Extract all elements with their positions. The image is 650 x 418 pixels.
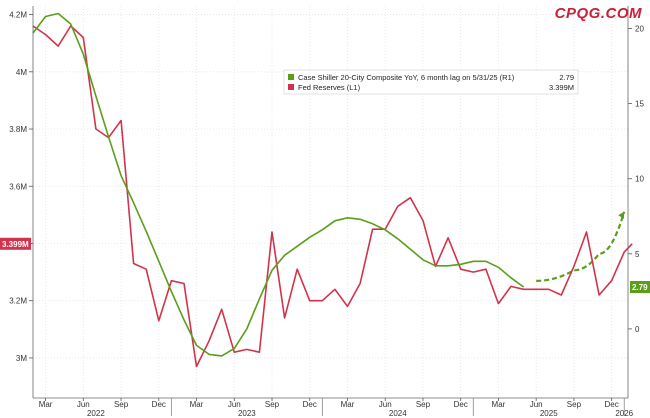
- legend-value: 2.79: [559, 73, 574, 82]
- legend-value: 3.399M: [549, 83, 574, 92]
- right-tick-label: 5: [635, 250, 640, 259]
- legend-label: Case Shiller 20-City Composite YoY, 6 mo…: [298, 73, 515, 82]
- projection-layer: [536, 211, 626, 282]
- left-tick-label: 3.8M: [9, 125, 27, 134]
- left-tick-label: 4.2M: [9, 11, 27, 20]
- x-tick-label: Sep: [114, 400, 129, 409]
- axes: 4.2M4M3.8M3.6M3.4M3.2M3M20151050MarJunSe…: [9, 6, 644, 418]
- legend-box: [283, 69, 579, 95]
- x-tick-label: Mar: [190, 400, 204, 409]
- projection-arrowhead: [618, 211, 625, 219]
- right-value-tag-text: 2.79: [632, 283, 648, 292]
- right-tick-label: 20: [635, 25, 644, 34]
- x-tick-label: Jun: [228, 400, 241, 409]
- x-tick-label: Dec: [454, 400, 468, 409]
- right-tick-label: 0: [635, 325, 640, 334]
- year-label: 2026: [615, 409, 633, 418]
- x-tick-label: Sep: [265, 400, 280, 409]
- left-tick-label: 3.6M: [9, 182, 27, 191]
- left-tick-label: 3.2M: [9, 297, 27, 306]
- legend-swatch: [288, 74, 294, 80]
- x-tick-label: Sep: [567, 400, 582, 409]
- x-tick-label: Dec: [303, 400, 317, 409]
- gridlines: [33, 6, 628, 398]
- series-line-fed-reserves: [32, 25, 633, 368]
- year-label: 2022: [87, 409, 105, 418]
- x-tick-label: Mar: [492, 400, 506, 409]
- x-tick-label: Mar: [341, 400, 355, 409]
- right-tick-label: 15: [635, 100, 644, 109]
- x-tick-label: Jun: [77, 400, 90, 409]
- right-tick-label: 10: [635, 175, 644, 184]
- projection-line: [536, 211, 626, 282]
- x-tick-label: Jun: [379, 400, 392, 409]
- legend-swatch: [288, 84, 294, 90]
- year-label: 2025: [540, 409, 558, 418]
- series-line-case-shiller: [32, 12, 525, 357]
- year-label: 2023: [238, 409, 256, 418]
- x-tick-label: Dec: [152, 400, 166, 409]
- left-tick-label: 3M: [16, 354, 27, 363]
- x-tick-label: Dec: [605, 400, 619, 409]
- last-value-tags: 3.399M 2.79: [0, 237, 650, 294]
- left-value-tag-text: 3.399M: [2, 240, 29, 249]
- series-layer: [32, 12, 633, 368]
- year-label: 2024: [389, 409, 407, 418]
- left-value-tag: [0, 237, 31, 250]
- left-tick-label: 4M: [16, 68, 27, 77]
- brand-watermark: CPQG.COM: [555, 5, 642, 22]
- x-tick-label: Sep: [416, 400, 431, 409]
- legend-label: Fed Reserves (L1): [298, 83, 361, 92]
- x-tick-label: Jun: [530, 400, 543, 409]
- right-value-tag: [630, 281, 650, 294]
- x-tick-label: Mar: [39, 400, 53, 409]
- legend: Case Shiller 20-City Composite YoY, 6 mo…: [283, 69, 579, 95]
